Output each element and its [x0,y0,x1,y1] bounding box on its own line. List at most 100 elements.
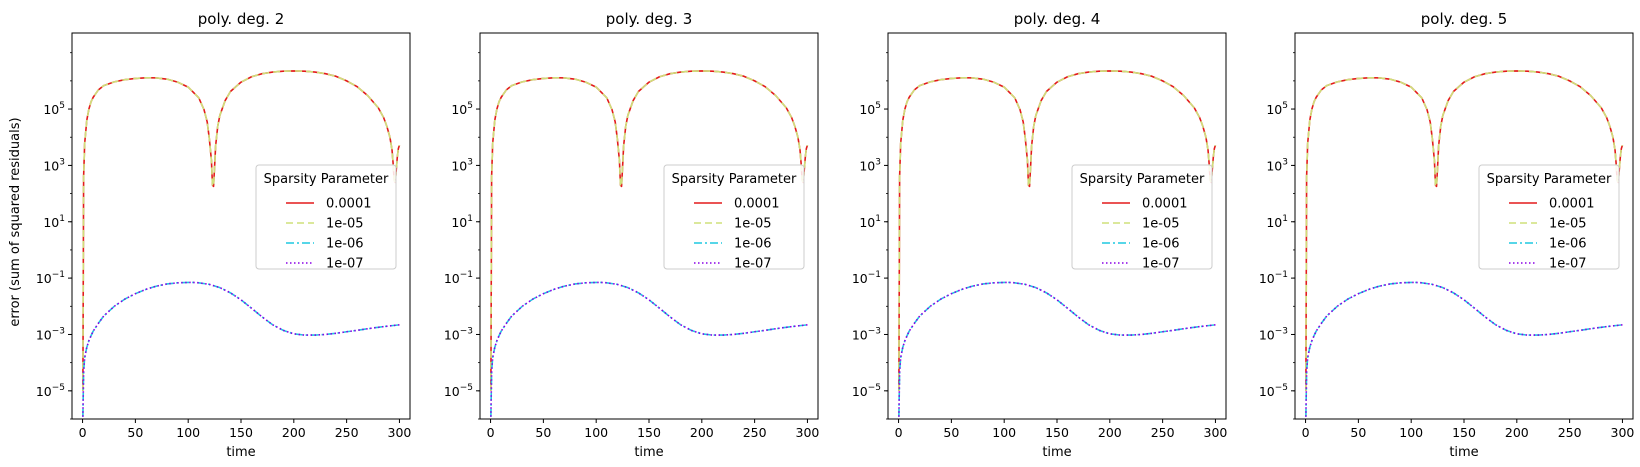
x-tick-label: 200 [282,425,306,440]
y-tick-label: 101 [43,214,65,230]
x-tick-label: 250 [1558,425,1582,440]
series-line-1e-07 [490,281,808,417]
y-tick-label: 103 [859,157,881,173]
legend: Sparsity Parameter 0.0001 1e-05 1e-06 1e-07 [255,164,397,272]
figure-ylabel: error (sum of squared residuals) [8,117,23,326]
x-tick-label: 250 [1151,425,1175,440]
y-tick-label: 10−1 [444,270,473,286]
x-tick-label: 0 [79,425,87,440]
legend-entry-label: 0.0001 [734,197,780,212]
legend-entry-label: 1e-06 [326,237,364,252]
y-tick-label: 101 [1266,214,1288,230]
y-tick-label: 105 [1266,101,1288,117]
legend-entry-label: 1e-07 [326,257,364,272]
legend-entry-label: 0.0001 [1142,197,1188,212]
x-tick-label: 300 [1204,425,1228,440]
x-tick-label: 0 [895,425,903,440]
series-lines [898,70,1217,417]
legend: Sparsity Parameter 0.0001 1e-05 1e-06 1e-07 [1071,164,1213,272]
y-tick-label: 10−3 [1259,326,1288,342]
x-tick-label: 200 [1098,425,1122,440]
legend-title: Sparsity Parameter [1487,172,1612,187]
x-tick-label: 0 [487,425,495,440]
x-tick-label: 300 [796,425,820,440]
subplot-title: poly. deg. 2 [198,10,285,28]
x-axis-label: time [1449,445,1478,460]
legend-entry-label: 1e-06 [734,237,772,252]
legend-entry-label: 1e-07 [1142,257,1180,272]
legend-entry-label: 1e-05 [1549,217,1587,232]
x-tick-label: 50 [1350,425,1366,440]
legend-entry-label: 1e-05 [734,217,772,232]
legend-title: Sparsity Parameter [1080,172,1205,187]
x-tick-label: 150 [229,425,253,440]
subplot-4: poly. deg. 5 0 50 100 150 200 250 300 time 10−5 10… [1259,10,1635,460]
x-tick-label: 150 [1452,425,1476,440]
x-tick-label: 300 [388,425,412,440]
x-axis-label: time [226,445,255,460]
x-tick-label: 50 [535,425,551,440]
x-tick-label: 150 [1045,425,1069,440]
series-line-1e-06 [898,281,1216,417]
y-tick-label: 101 [451,214,473,230]
series-line-1e-07 [1305,281,1623,417]
y-tick-label: 10−1 [852,270,881,286]
x-tick-label: 50 [127,425,143,440]
series-line-1e-05 [1305,70,1624,391]
legend: Sparsity Parameter 0.0001 1e-05 1e-06 1e-07 [663,164,805,272]
series-line-1e-06 [1305,281,1623,417]
legend-entry-label: 1e-07 [1549,257,1587,272]
x-axis-label: time [1042,445,1071,460]
y-tick-label: 101 [859,214,881,230]
series-lines [490,70,809,417]
series-line-1e-05 [82,70,401,391]
legend-entry-label: 1e-06 [1549,237,1587,252]
x-tick-label: 100 [584,425,608,440]
subplot-title: poly. deg. 3 [606,10,693,28]
y-tick-label: 10−3 [852,326,881,342]
y-tick-label: 103 [451,157,473,173]
y-tick-label: 105 [451,101,473,117]
subplot-title: poly. deg. 5 [1421,10,1508,28]
x-tick-label: 250 [743,425,767,440]
x-tick-label: 200 [690,425,714,440]
y-tick-label: 10−5 [36,383,65,399]
y-tick-label: 10−3 [444,326,473,342]
y-tick-label: 103 [1266,157,1288,173]
legend: Sparsity Parameter 0.0001 1e-05 1e-06 1e-07 [1478,164,1620,272]
y-tick-label: 105 [859,101,881,117]
x-tick-label: 50 [943,425,959,440]
y-tick-label: 10−1 [36,270,65,286]
legend-entry-label: 0.0001 [326,197,372,212]
subplot-1: poly. deg. 2 0 50 100 150 200 250 300 time 10−5 10… [36,10,412,460]
subplot-2: poly. deg. 3 0 50 100 150 200 250 300 time 10−5 10… [444,10,820,460]
y-tick-label: 10−5 [852,383,881,399]
y-tick-label: 10−5 [1259,383,1288,399]
x-tick-label: 200 [1505,425,1529,440]
series-line-1e-06 [490,281,808,417]
legend-entry-label: 1e-05 [1142,217,1180,232]
x-tick-label: 250 [335,425,359,440]
subplot-3: poly. deg. 4 0 50 100 150 200 250 300 time 10−5 10… [852,10,1228,460]
series-lines [1305,70,1624,417]
y-tick-label: 105 [43,101,65,117]
legend-entry-label: 1e-07 [734,257,772,272]
x-tick-label: 100 [992,425,1016,440]
x-tick-label: 0 [1302,425,1310,440]
legend-entry-label: 0.0001 [1549,197,1595,212]
x-tick-label: 300 [1611,425,1635,440]
series-line-1e-06 [82,281,400,417]
x-axis-label: time [634,445,663,460]
x-tick-label: 150 [637,425,661,440]
legend-entry-label: 1e-05 [326,217,364,232]
y-tick-label: 10−3 [36,326,65,342]
series-line-1e-07 [898,281,1216,417]
x-tick-label: 100 [176,425,200,440]
subplot-title: poly. deg. 4 [1014,10,1101,28]
series-line-1e-07 [82,281,400,417]
legend-title: Sparsity Parameter [672,172,797,187]
y-tick-label: 10−1 [1259,270,1288,286]
legend-entry-label: 1e-06 [1142,237,1180,252]
legend-title: Sparsity Parameter [264,172,389,187]
